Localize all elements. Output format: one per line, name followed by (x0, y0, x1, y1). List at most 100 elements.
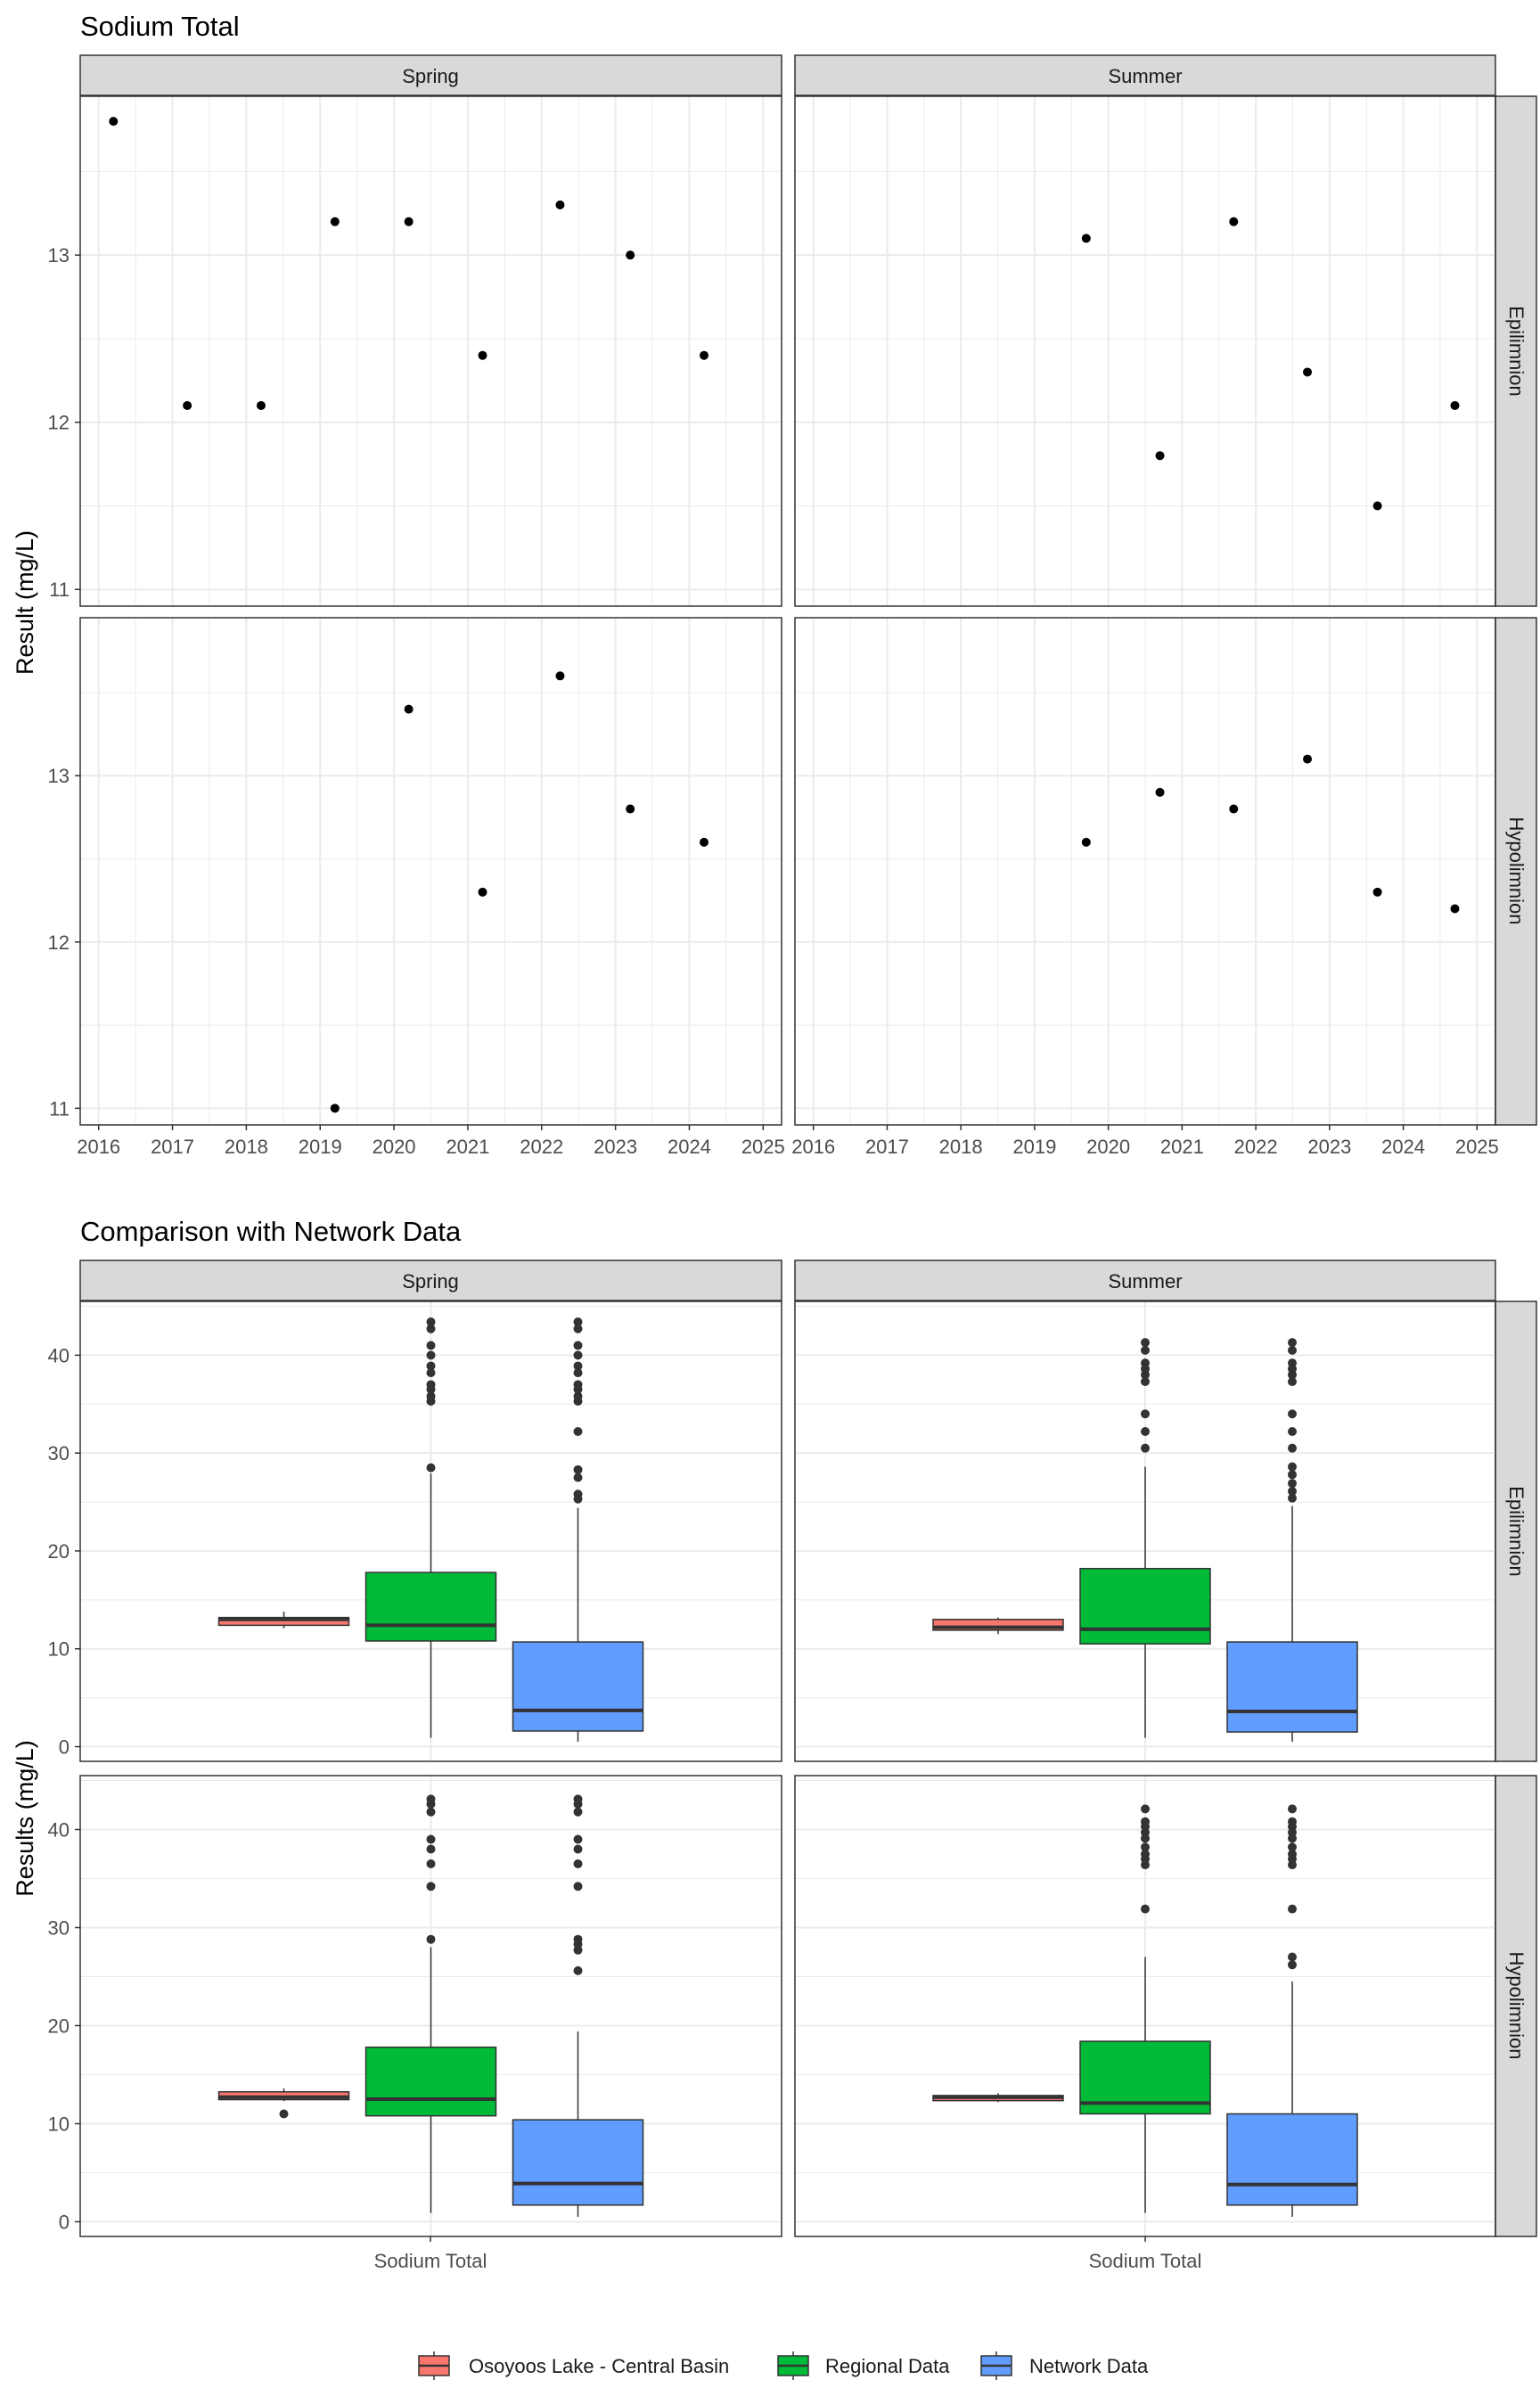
panel-border (794, 95, 1496, 607)
x-tick-label: 2024 (1381, 1136, 1425, 1158)
data-point (700, 350, 709, 360)
box-osoyoos-lake-central-basin (217, 2088, 350, 2119)
box-network-data (1226, 1338, 1358, 1743)
outlier-point (1288, 1427, 1297, 1437)
box-regional-data (365, 1794, 497, 2213)
boxplot-strip-summer (794, 1260, 1496, 1301)
scatter-strip-epilimnion (1495, 95, 1537, 607)
outlier-point (1288, 1462, 1297, 1472)
outlier-point (1141, 1842, 1150, 1852)
data-point (330, 217, 340, 226)
boxplot-x-tick-label-summer: Sodium Total (1089, 2250, 1202, 2272)
scatter-x-axes: 2016 2017 2018 2019 2020 2021 2022 2023 2024 2025… (77, 1125, 1499, 1158)
legend-label-regional: Regional Data (825, 2355, 950, 2377)
panel-border (79, 617, 782, 1126)
boxplot-panel-epilimnion-spring (79, 1301, 782, 1762)
box-iqr (365, 2046, 497, 2117)
y-tick-label: 10 (48, 2113, 70, 2136)
panel-border (79, 1301, 782, 1762)
outlier-point (426, 1794, 436, 1804)
outlier-point (1288, 1817, 1297, 1826)
outlier-point (573, 1807, 583, 1817)
data-point (555, 200, 565, 209)
box-iqr (1226, 2113, 1358, 2206)
box-network-data (512, 1794, 644, 2217)
y-tick-label: 30 (48, 1917, 70, 1940)
legend-label-network: Network Data (1029, 2355, 1149, 2377)
outlier-point (573, 1317, 583, 1327)
data-point (700, 837, 709, 847)
outlier-point (1141, 1358, 1150, 1368)
x-tick-label: 2021 (1160, 1136, 1204, 1158)
x-tick-label: 2023 (594, 1136, 637, 1158)
outlier-point (573, 1965, 583, 1975)
outlier-point (1288, 1804, 1297, 1814)
outlier-point (426, 1368, 436, 1378)
outlier-point (573, 1794, 583, 1804)
outlier-point (426, 1859, 436, 1868)
data-point (1372, 501, 1382, 511)
boxplot-strip-spring-label: Spring (402, 1270, 459, 1292)
scatter-strip-summer-label: Summer (1108, 65, 1182, 87)
outlier-point (1141, 1345, 1150, 1355)
x-tick-label: 2020 (373, 1136, 416, 1158)
outlier-point (573, 1489, 583, 1499)
outlier-point (573, 1844, 583, 1854)
scatter-strip-summer (794, 54, 1496, 96)
data-point (1372, 887, 1382, 897)
data-point (1229, 804, 1239, 814)
outlier-point (1141, 1409, 1150, 1419)
outlier-point (1288, 1850, 1297, 1859)
x-tick-label: 2020 (1086, 1136, 1130, 1158)
y-tick-label: 10 (48, 1638, 70, 1661)
x-tick-label: 2025 (1455, 1136, 1499, 1158)
y-tick-label: 12 (48, 931, 70, 954)
outlier-point (426, 1844, 436, 1854)
outlier-point (1288, 1358, 1297, 1368)
x-tick-label: 2025 (741, 1136, 785, 1158)
boxplot-strip-spring (79, 1260, 782, 1301)
scatter-figure: Sodium Total Result (mg/L) Spring Summer… (12, 11, 1537, 1158)
boxplot-strip-epilimnion-label: Epilimnion (1505, 1486, 1528, 1577)
data-point (256, 400, 266, 410)
scatter-strip-spring-label: Spring (402, 65, 459, 87)
boxplot-y-axes: 0 10 20 30 40 0 10 20 30 40 (48, 1344, 80, 2234)
y-tick-label: 0 (59, 1736, 70, 1759)
outlier-point (426, 1350, 436, 1360)
outlier-point (1288, 1904, 1297, 1914)
outlier-point (573, 1368, 583, 1378)
outlier-point (1141, 1443, 1150, 1453)
data-point (626, 250, 635, 260)
outlier-point (1288, 1443, 1297, 1453)
data-point (330, 1104, 340, 1113)
outlier-point (573, 1324, 583, 1333)
outlier-point (279, 2109, 289, 2119)
outlier-point (426, 1934, 436, 1944)
boxplot-strip-hypolimnion-label: Hypolimnion (1505, 1951, 1528, 2059)
outlier-point (1288, 1479, 1297, 1489)
data-point (404, 704, 414, 714)
outlier-point (1141, 1850, 1150, 1859)
x-tick-label: 2023 (1307, 1136, 1351, 1158)
box-iqr (217, 1616, 350, 1627)
outlier-point (573, 1427, 583, 1437)
outlier-point (1141, 1377, 1150, 1387)
outlier-point (426, 1807, 436, 1817)
data-point (1450, 904, 1460, 914)
boxplot-figure: Comparison with Network Data Results (mg… (12, 1216, 1537, 2380)
legend-key-osoyoos (418, 2351, 450, 2380)
legend-label-osoyoos: Osoyoos Lake - Central Basin (469, 2355, 729, 2377)
y-tick-label: 20 (48, 2015, 70, 2038)
y-tick-label: 30 (48, 1442, 70, 1465)
outlier-point (426, 1463, 436, 1473)
outlier-point (1288, 1960, 1297, 1970)
outlier-point (1288, 1486, 1297, 1496)
outlier-point (1141, 1338, 1150, 1348)
box-regional-data (1079, 1804, 1211, 2213)
box-iqr (1226, 1641, 1358, 1733)
boxplot-panel-epilimnion-summer (794, 1301, 1496, 1762)
data-point (1303, 754, 1313, 764)
outlier-point (573, 1465, 583, 1474)
scatter-panel-epilimnion-spring (79, 95, 782, 607)
